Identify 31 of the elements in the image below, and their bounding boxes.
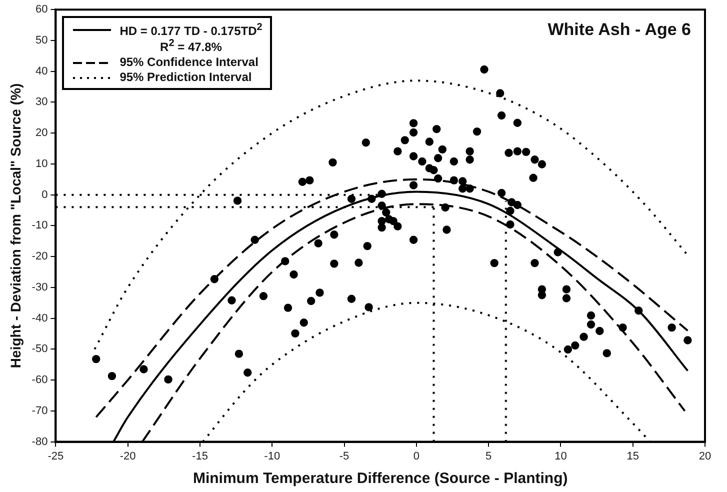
x-tick-label: -10 — [264, 450, 280, 462]
y-tick-label: 40 — [35, 65, 48, 78]
y-tick-label: 20 — [35, 127, 48, 140]
y-tick-label: -70 — [32, 404, 48, 417]
y-tick-label: 60 — [35, 4, 48, 16]
x-tick-label: -25 — [48, 450, 64, 462]
y-tick-label: -30 — [32, 281, 48, 294]
y-tick-label: -10 — [32, 220, 48, 232]
x-tick-label: -15 — [192, 450, 208, 462]
text: White Ash - Age 6 — [548, 20, 691, 40]
legend-label: 95% Prediction Interval — [120, 70, 252, 84]
y-tick-label: -80 — [32, 436, 48, 448]
text: HD = 0.177 TD - 0.175TD$^{2}$ R$^{2}$ = 47.8% — [120, 22, 262, 54]
y-tick-label: 30 — [35, 96, 48, 108]
y-tick-label: 50 — [35, 34, 48, 47]
y-tick-label: -60 — [32, 374, 48, 386]
y-axis-title: Height - Deviation from "Local" Source (%) — [7, 83, 24, 368]
x-tick-label: 15 — [626, 450, 639, 462]
x-tick-label: 20 — [698, 450, 712, 462]
x-tick-label: 0 — [413, 450, 420, 462]
legend-label: 95% Confidence Interval — [120, 54, 258, 69]
y-tick-label: -20 — [32, 250, 48, 263]
y-tick-label: 0 — [42, 188, 48, 201]
y-tick-label: -40 — [32, 312, 48, 324]
x-tick-label: -5 — [339, 450, 350, 462]
x-tick-label: 10 — [554, 450, 567, 462]
y-tick-label: -50 — [32, 343, 48, 356]
x-tick-label: 5 — [486, 450, 492, 462]
y-tick-label: 10 — [35, 158, 48, 170]
x-tick-label: -20 — [120, 450, 136, 462]
x-axis-title: Minimum Temperature Difference (Source - Planting) — [192, 470, 568, 488]
